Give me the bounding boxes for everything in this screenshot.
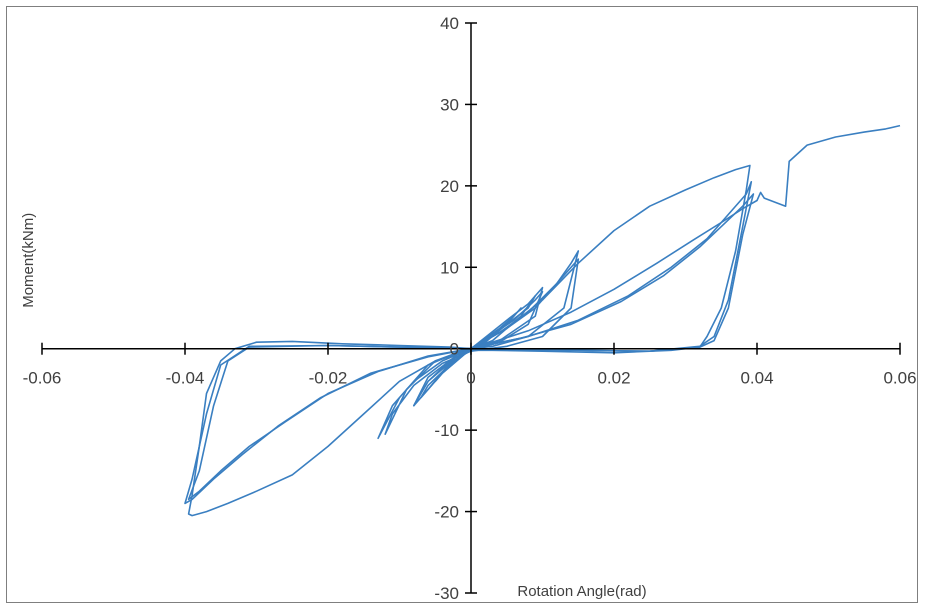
chart-frame [6,6,918,603]
axes-layer: -0.06 -0.04 -0.02 0 0.02 0.04 0.06 40 30 20 10 0 -10… [23,14,917,603]
series-loop-7 [187,164,751,517]
x-tick-label-4: 0 [466,369,475,388]
x-tick-label-2: -0.04 [166,369,205,388]
series-loop-10 [470,124,901,350]
y-tick-label-8: -30 [434,584,459,603]
y-tick-label-6: -10 [434,421,459,440]
y-axis-title: Moment(kNm) [20,213,37,308]
y-tick-label-3: 20 [440,177,459,196]
x-tick-label-1: -0.06 [23,369,62,388]
y-tick-label-4: 10 [440,258,459,277]
x-tick-label-7: 0.06 [883,369,916,388]
series-layer [184,124,901,517]
x-tick-label-5: 0.02 [597,369,630,388]
x-tick-label-6: 0.04 [740,369,773,388]
x-axis-title: Rotation Angle(rad) [517,583,646,600]
y-tick-label-2: 30 [440,95,459,114]
y-tick-label-7: -20 [434,503,459,522]
y-tick-label-1: 40 [440,14,459,33]
y-tick-label-5: 0 [450,340,459,359]
x-tick-label-3: -0.02 [309,369,348,388]
